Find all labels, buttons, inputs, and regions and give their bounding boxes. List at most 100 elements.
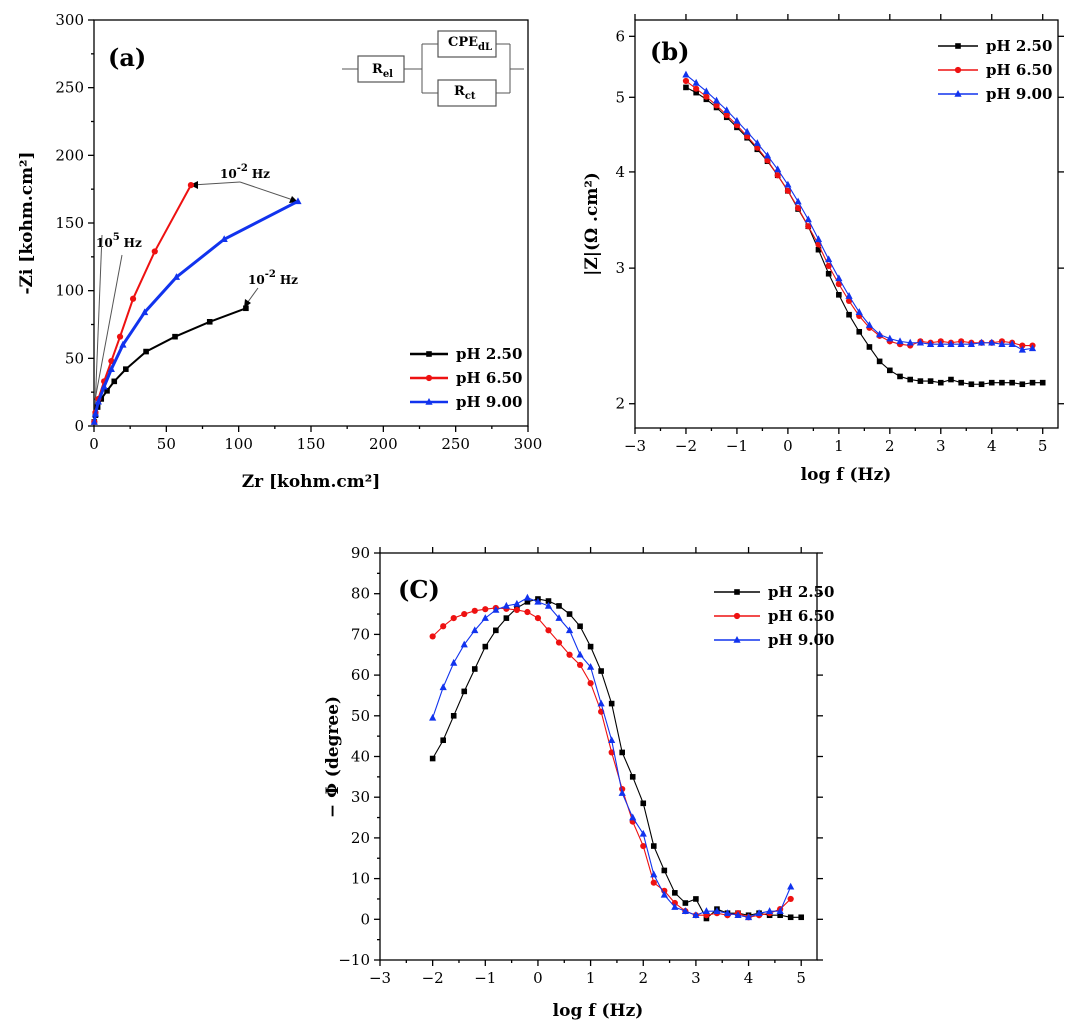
data-point xyxy=(555,614,563,621)
y-axis-title: |Z|(Ω .cm²) xyxy=(582,172,602,276)
data-point xyxy=(650,870,658,878)
x-tick-label: 200 xyxy=(369,435,398,453)
data-point xyxy=(855,308,863,315)
series-line xyxy=(685,86,1043,385)
data-point xyxy=(978,381,985,388)
data-point xyxy=(1008,340,1016,347)
data-point xyxy=(1018,345,1026,353)
data-point xyxy=(461,610,468,618)
panel-c-bode-phase-plot: (C) −3 −2 −1 0 1 2 3 4 5−100102030405060708090lo… xyxy=(323,544,834,1021)
circuit-resistor-rct xyxy=(437,79,497,107)
data-point xyxy=(587,643,594,650)
data-point xyxy=(650,843,657,849)
y-tick-label: 30 xyxy=(351,788,370,806)
x-tick-label: 5 xyxy=(1038,437,1048,455)
x-tick-label: 5 xyxy=(796,969,806,987)
data-point xyxy=(493,627,499,634)
data-point xyxy=(723,106,731,114)
plot-frame xyxy=(379,552,818,961)
data-point xyxy=(524,599,531,605)
y-tick-label: 2 xyxy=(615,395,625,413)
data-point xyxy=(608,749,615,756)
data-point xyxy=(766,907,774,914)
x-tick-label: 100 xyxy=(224,435,253,453)
data-point xyxy=(513,606,520,614)
series-pH-9_00 xyxy=(682,70,1037,353)
data-point xyxy=(172,273,181,280)
x-tick-label: −1 xyxy=(474,969,496,987)
data-point xyxy=(1019,381,1026,388)
x-tick-label: 2 xyxy=(885,437,895,455)
data-point xyxy=(243,305,249,312)
data-point xyxy=(682,77,690,85)
legend-marker xyxy=(954,66,962,74)
data-point xyxy=(502,601,510,609)
data-point xyxy=(897,373,903,380)
data-point xyxy=(887,367,893,374)
data-point xyxy=(916,338,924,346)
data-point xyxy=(471,626,479,634)
y-tick-label: 0 xyxy=(74,417,84,435)
data-point xyxy=(988,379,995,386)
data-point xyxy=(94,397,102,405)
data-point xyxy=(587,680,594,687)
legend-marker xyxy=(426,351,432,357)
x-axis-title: Zr [kohm.cm²] xyxy=(242,472,381,492)
y-tick-label: 100 xyxy=(55,282,84,300)
data-point xyxy=(90,417,98,425)
data-point xyxy=(937,379,944,386)
data-point xyxy=(835,274,843,282)
y-tick-label: 80 xyxy=(351,585,370,603)
panel-b-bode-magnitude-plot: (b) −3 −2 −1 0 1 2 3 4 5 2 3 4 5 6 log f (Hz) |Z|(Ω .cm… xyxy=(582,14,1064,485)
y-tick-label: 50 xyxy=(351,707,370,725)
legend: pH 2.50 pH 6.50 pH 9.00 xyxy=(714,583,834,649)
legend-marker xyxy=(733,612,741,620)
series-line xyxy=(92,200,299,423)
data-point xyxy=(587,662,595,670)
data-point xyxy=(545,627,552,634)
data-point xyxy=(566,651,573,658)
data-point xyxy=(787,882,795,890)
y-tick-label: 250 xyxy=(55,79,84,97)
data-point xyxy=(429,713,437,721)
panel-c-label: (C) xyxy=(398,575,440,604)
data-point xyxy=(608,736,616,744)
data-point xyxy=(439,683,447,691)
data-point xyxy=(524,608,531,616)
series-line xyxy=(432,607,792,918)
data-point xyxy=(481,614,489,621)
data-point xyxy=(482,606,489,613)
data-point xyxy=(906,338,914,346)
series-pH-2_50 xyxy=(91,305,249,425)
data-point xyxy=(650,879,657,886)
data-point xyxy=(774,172,781,179)
data-point xyxy=(143,348,149,355)
data-point xyxy=(713,907,721,914)
data-point xyxy=(640,842,647,850)
x-tick-label: −3 xyxy=(624,437,646,455)
data-point xyxy=(450,713,457,719)
circuit-cpe-text: CPEdL xyxy=(448,35,492,53)
data-point xyxy=(865,321,874,328)
equivalent-circuit-diagram: Rel CPEdL Rct xyxy=(342,30,524,107)
data-point xyxy=(555,639,563,646)
y-axis-title: − Φ (degree) xyxy=(323,696,343,818)
data-point xyxy=(503,615,510,621)
annotation-high-freq: 105 Hz xyxy=(96,232,142,250)
data-point xyxy=(116,333,124,340)
x-tick-label: 0 xyxy=(783,437,793,455)
data-point xyxy=(693,85,700,92)
legend-label: pH 9.00 xyxy=(456,393,522,411)
data-point xyxy=(429,633,436,640)
axes-a: 0 50 100 150 200 250 300 0 50 100 150 200 250 300 Zr [… xyxy=(17,11,542,492)
data-point xyxy=(692,78,700,86)
x-axis-title: log f (Hz) xyxy=(553,1001,644,1021)
data-point xyxy=(776,907,784,914)
data-point xyxy=(896,337,904,345)
data-point xyxy=(460,640,468,648)
data-point xyxy=(672,890,678,896)
y-tick-label: 70 xyxy=(351,625,370,643)
y-tick-label: 0 xyxy=(360,910,370,928)
data-point xyxy=(566,611,573,617)
data-point xyxy=(682,900,689,906)
